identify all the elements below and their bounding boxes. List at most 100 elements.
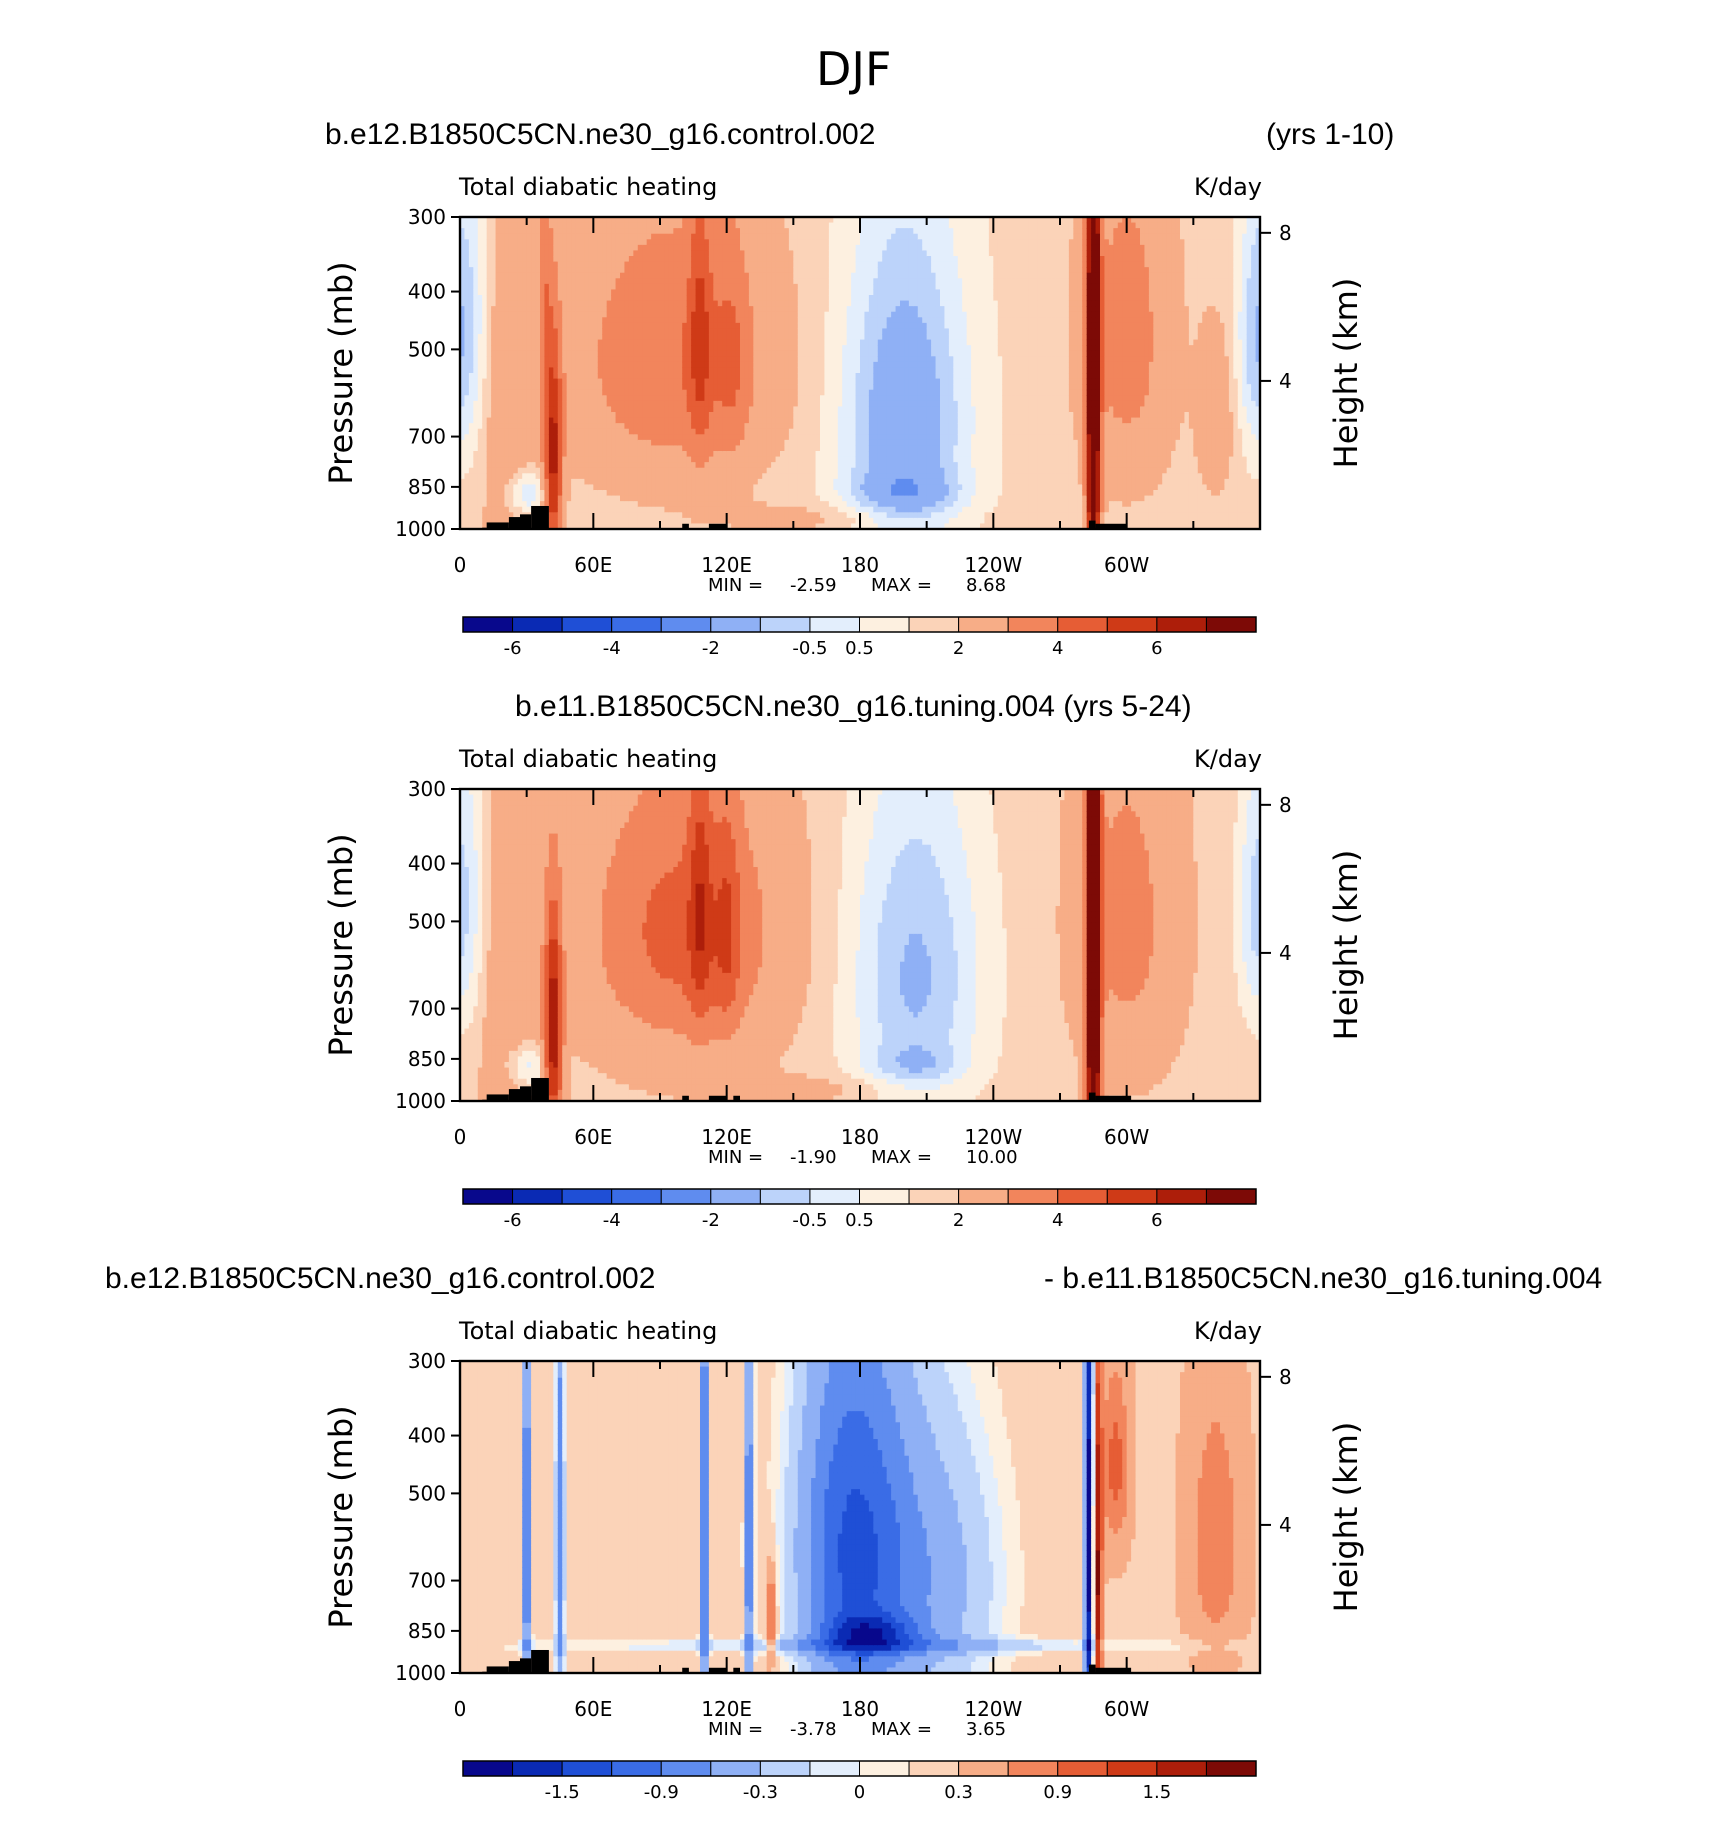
- contour-cell: [518, 451, 523, 457]
- contour-cell: [504, 496, 509, 502]
- contour-cell: [487, 507, 492, 513]
- contour-cell: [500, 501, 505, 507]
- contour-cell: [491, 262, 496, 268]
- contour-cell: [464, 412, 469, 418]
- contour-cell: [509, 384, 514, 390]
- contour-cell: [482, 267, 487, 273]
- contour-cell: [518, 334, 523, 340]
- contour-cell: [491, 239, 496, 245]
- contour-cell: [504, 395, 509, 401]
- contour-cell: [469, 267, 474, 273]
- contour-cell: [478, 284, 483, 290]
- contour-cell: [464, 334, 469, 340]
- contour-cell: [478, 507, 483, 513]
- contour-cell: [509, 490, 514, 496]
- contour-cell: [482, 501, 487, 507]
- contour-cell: [469, 457, 474, 463]
- contour-cell: [509, 306, 514, 312]
- contour-cell: [500, 395, 505, 401]
- contour-cell: [482, 462, 487, 468]
- contour-cell: [522, 412, 527, 418]
- contour-cell: [464, 239, 469, 245]
- contour-cell: [518, 501, 523, 507]
- contour-cell: [509, 468, 514, 474]
- contour-cell: [487, 273, 492, 279]
- contour-cell: [509, 323, 514, 329]
- contour-cell: [513, 256, 518, 262]
- contour-cell: [482, 323, 487, 329]
- contour-cell: [509, 278, 514, 284]
- contour-cell: [513, 289, 518, 295]
- contour-cell: [496, 418, 501, 424]
- contour-cell: [491, 301, 496, 307]
- contour-cell: [500, 245, 505, 251]
- contour-cell: [482, 340, 487, 346]
- contour-cell: [473, 379, 478, 385]
- contour-cell: [487, 340, 492, 346]
- contour-cell: [487, 234, 492, 240]
- contour-cell: [491, 406, 496, 412]
- contour-cell: [518, 234, 523, 240]
- contour-cell: [496, 345, 501, 351]
- contour-cell: [527, 256, 532, 262]
- contour-cell: [473, 501, 478, 507]
- contour-cell: [473, 356, 478, 362]
- contour-cell: [473, 245, 478, 251]
- panel1-field: [460, 217, 1261, 530]
- contour-cell: [469, 373, 474, 379]
- contour-cell: [487, 334, 492, 340]
- contour-cell: [482, 401, 487, 407]
- contour-cell: [504, 445, 509, 451]
- contour-cell: [500, 423, 505, 429]
- contour-cell: [513, 390, 518, 396]
- contour-cell: [496, 479, 501, 485]
- contour-cell: [509, 390, 514, 396]
- contour-cell: [509, 273, 514, 279]
- contour-cell: [491, 512, 496, 518]
- contour-cell: [487, 356, 492, 362]
- contour-cell: [513, 345, 518, 351]
- contour-cell: [482, 284, 487, 290]
- contour-cell: [478, 384, 483, 390]
- contour-cell: [464, 440, 469, 446]
- contour-cell: [500, 323, 505, 329]
- contour-cell: [469, 512, 474, 518]
- contour-cell: [513, 484, 518, 490]
- contour-cell: [504, 401, 509, 407]
- contour-cell: [478, 490, 483, 496]
- contour-cell: [509, 284, 514, 290]
- contour-cell: [522, 501, 527, 507]
- contour-cell: [478, 518, 483, 524]
- contour-cell: [491, 312, 496, 318]
- contour-cell: [464, 278, 469, 284]
- contour-cell: [504, 501, 509, 507]
- contour-cell: [500, 267, 505, 273]
- contour-cell: [518, 379, 523, 385]
- contour-cell: [487, 445, 492, 451]
- contour-cell: [518, 306, 523, 312]
- contour-cell: [491, 423, 496, 429]
- contour-cell: [509, 340, 514, 346]
- contour-cell: [473, 457, 478, 463]
- contour-cell: [491, 395, 496, 401]
- contour-cell: [513, 479, 518, 485]
- contour-cell: [482, 512, 487, 518]
- contour-cell: [491, 362, 496, 368]
- contour-cell: [478, 328, 483, 334]
- contour-cell: [491, 468, 496, 474]
- contour-cell: [513, 412, 518, 418]
- contour-cell: [469, 284, 474, 290]
- contour-cell: [513, 418, 518, 424]
- contour-cell: [504, 434, 509, 440]
- contour-cell: [487, 239, 492, 245]
- contour-cell: [478, 423, 483, 429]
- contour-cell: [491, 479, 496, 485]
- contour-cell: [513, 395, 518, 401]
- contour-cell: [478, 306, 483, 312]
- contour-cell: [522, 390, 527, 396]
- contour-cell: [464, 262, 469, 268]
- contour-cell: [504, 418, 509, 424]
- contour-cell: [482, 390, 487, 396]
- contour-cell: [509, 362, 514, 368]
- contour-cell: [513, 340, 518, 346]
